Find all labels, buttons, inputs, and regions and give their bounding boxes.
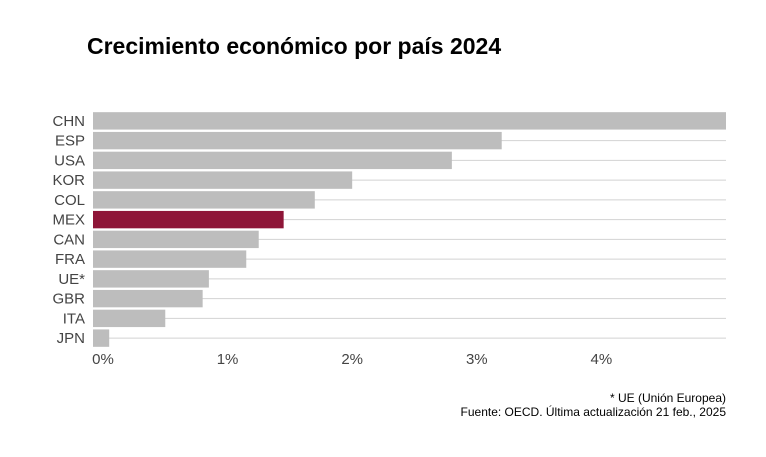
y-tick-label: KOR xyxy=(52,172,85,189)
bar-ita xyxy=(93,309,166,328)
bar-col xyxy=(93,191,315,209)
bar-chn xyxy=(93,112,726,130)
y-axis-labels: CHN ESP USA KOR COL MEX CAN FRA UE* GBR ITA JPN xyxy=(52,113,85,347)
bar-can xyxy=(93,230,259,249)
chart-title: Crecimiento económico por país 2024 xyxy=(87,33,502,59)
y-tick-label: MEX xyxy=(52,212,85,229)
x-tick-label: 2% xyxy=(341,351,363,368)
bar-usa xyxy=(93,151,452,170)
source-note: Fuente: OECD. Última actualización 21 fe… xyxy=(460,405,726,419)
bar-layer xyxy=(93,112,726,347)
y-tick-label: FRA xyxy=(55,251,85,268)
y-tick-label: UE* xyxy=(58,271,85,288)
footnote: * UE (Unión Europea) xyxy=(609,391,726,405)
y-tick-label: ESP xyxy=(55,133,85,150)
x-tick-label: 1% xyxy=(217,351,239,368)
bar-kor xyxy=(93,171,353,189)
y-tick-label: CAN xyxy=(53,231,85,248)
bar-mex xyxy=(93,210,284,229)
x-tick-label: 4% xyxy=(591,351,613,368)
x-axis-labels: 0% 1% 2% 3% 4% xyxy=(92,351,612,368)
y-tick-label: COL xyxy=(54,192,85,209)
y-tick-label: GBR xyxy=(52,291,85,308)
bar-jpn xyxy=(93,329,110,347)
y-tick-label: ITA xyxy=(63,310,85,327)
x-tick-label: 0% xyxy=(92,351,114,368)
bar-ue xyxy=(93,270,209,288)
x-tick-label: 3% xyxy=(466,351,488,368)
y-tick-label: CHN xyxy=(53,113,86,130)
y-tick-label: USA xyxy=(54,152,85,169)
y-tick-label: JPN xyxy=(57,330,85,347)
bar-gbr xyxy=(93,289,203,308)
bar-esp xyxy=(93,131,502,150)
bar-fra xyxy=(93,250,247,268)
